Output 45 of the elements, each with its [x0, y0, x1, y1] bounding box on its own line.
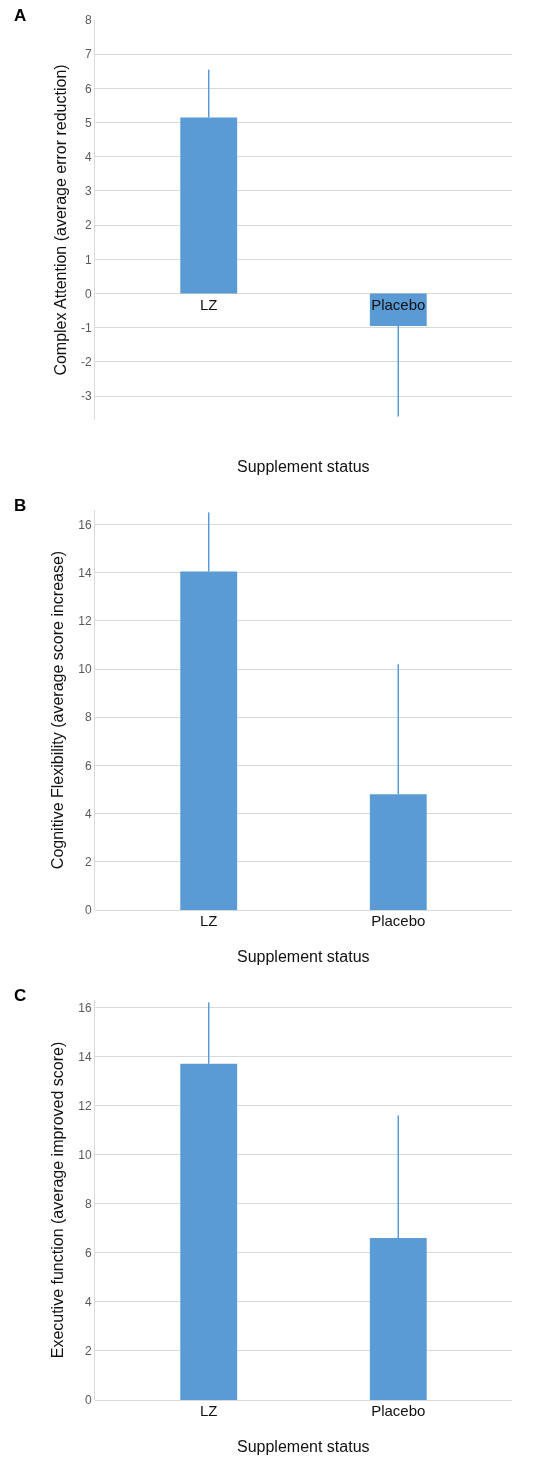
y-axis-title: Cognitive Flexibility (average score increase): [49, 550, 67, 870]
x-tick-label: LZ: [199, 295, 218, 313]
x-tick-label: Placebo: [371, 912, 426, 929]
x-tick-label: Placebo: [371, 295, 426, 313]
y-tick-label: 2: [84, 218, 92, 233]
y-tick-label: 4: [84, 806, 92, 821]
text: A: [14, 6, 27, 25]
x-tick-label: LZ: [199, 1402, 218, 1419]
y-tick-label: 12: [78, 1098, 92, 1113]
y-tick-label: 14: [78, 1049, 92, 1064]
x-tick-label: LZ: [199, 912, 218, 929]
y-tick-label: 4: [84, 149, 92, 164]
x-axis-title: Supplement status: [237, 948, 370, 965]
y-tick-label: -2: [80, 355, 92, 370]
text: B: [14, 496, 27, 515]
y-tick-label: 10: [78, 1147, 92, 1162]
y-tick-label: 16: [78, 517, 92, 532]
y-tick-label: 7: [84, 47, 92, 62]
y-tick-label: 6: [84, 1245, 92, 1260]
y-tick-label: -3: [80, 389, 92, 404]
y-tick-label: 0: [84, 1393, 92, 1408]
x-axis-title: Supplement status: [237, 458, 370, 475]
y-tick-label: 0: [84, 286, 92, 301]
text: C: [14, 986, 27, 1005]
y-tick-label: 8: [84, 710, 92, 725]
y-tick-label: 14: [78, 565, 92, 580]
y-tick-label: 16: [78, 1000, 92, 1015]
y-tick-label: -1: [80, 320, 92, 335]
y-tick-label: 0: [84, 903, 92, 918]
y-tick-label: 8: [84, 1196, 92, 1211]
y-tick-label: 2: [84, 855, 92, 870]
y-tick-label: 3: [84, 184, 92, 199]
y-tick-label: 1: [84, 252, 92, 267]
y-tick-label: 6: [84, 81, 92, 96]
x-axis-title: Supplement status: [237, 1438, 370, 1455]
y-tick-label: 4: [84, 1295, 92, 1310]
x-tick-label: Placebo: [371, 1402, 426, 1419]
y-axis-title: Executive function (average improved score): [49, 1041, 67, 1359]
y-tick-label: 5: [84, 115, 92, 130]
y-tick-label: 2: [84, 1344, 92, 1359]
y-tick-label: 8: [84, 13, 92, 28]
y-axis-title: Complex Attention (average error reduction): [51, 64, 69, 376]
y-tick-label: 12: [78, 614, 92, 629]
y-tick-label: 10: [78, 662, 92, 677]
y-tick-label: 6: [84, 758, 92, 773]
